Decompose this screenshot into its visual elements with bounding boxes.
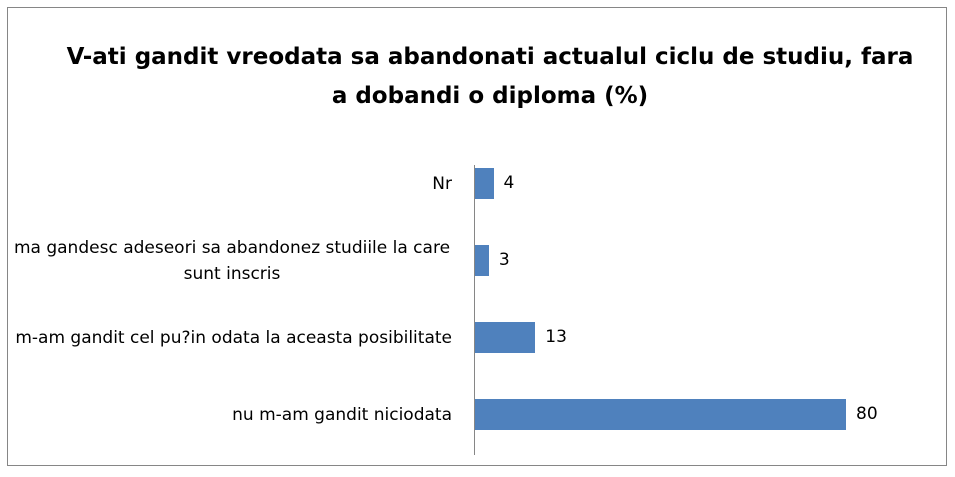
- category-label: nu m-am gandit niciodata: [232, 404, 452, 425]
- chart-frame: [7, 7, 947, 466]
- category-label: Nr: [432, 173, 452, 194]
- category-label: ma gandesc adeseori sa abandonez studiil…: [13, 237, 451, 284]
- bar: [475, 399, 846, 430]
- data-label: 3: [498, 250, 510, 270]
- data-label: 4: [503, 173, 515, 193]
- bar: [475, 245, 489, 276]
- bar: [475, 168, 494, 199]
- data-label: 13: [545, 327, 567, 347]
- bar: [475, 322, 536, 353]
- category-label: m-am gandit cel pu?in odata la aceasta p…: [15, 327, 452, 348]
- category-label-row: ma gandesc adeseori sa abandonez studiil…: [0, 222, 452, 299]
- category-label-row: Nr: [0, 145, 452, 222]
- category-axis: [474, 165, 475, 455]
- category-label-row: m-am gandit cel pu?in odata la aceasta p…: [0, 299, 452, 376]
- data-label: 80: [856, 404, 878, 424]
- category-label-row: nu m-am gandit niciodata: [0, 376, 452, 453]
- chart-title: V-ati gandit vreodata sa abandonati actu…: [66, 44, 914, 109]
